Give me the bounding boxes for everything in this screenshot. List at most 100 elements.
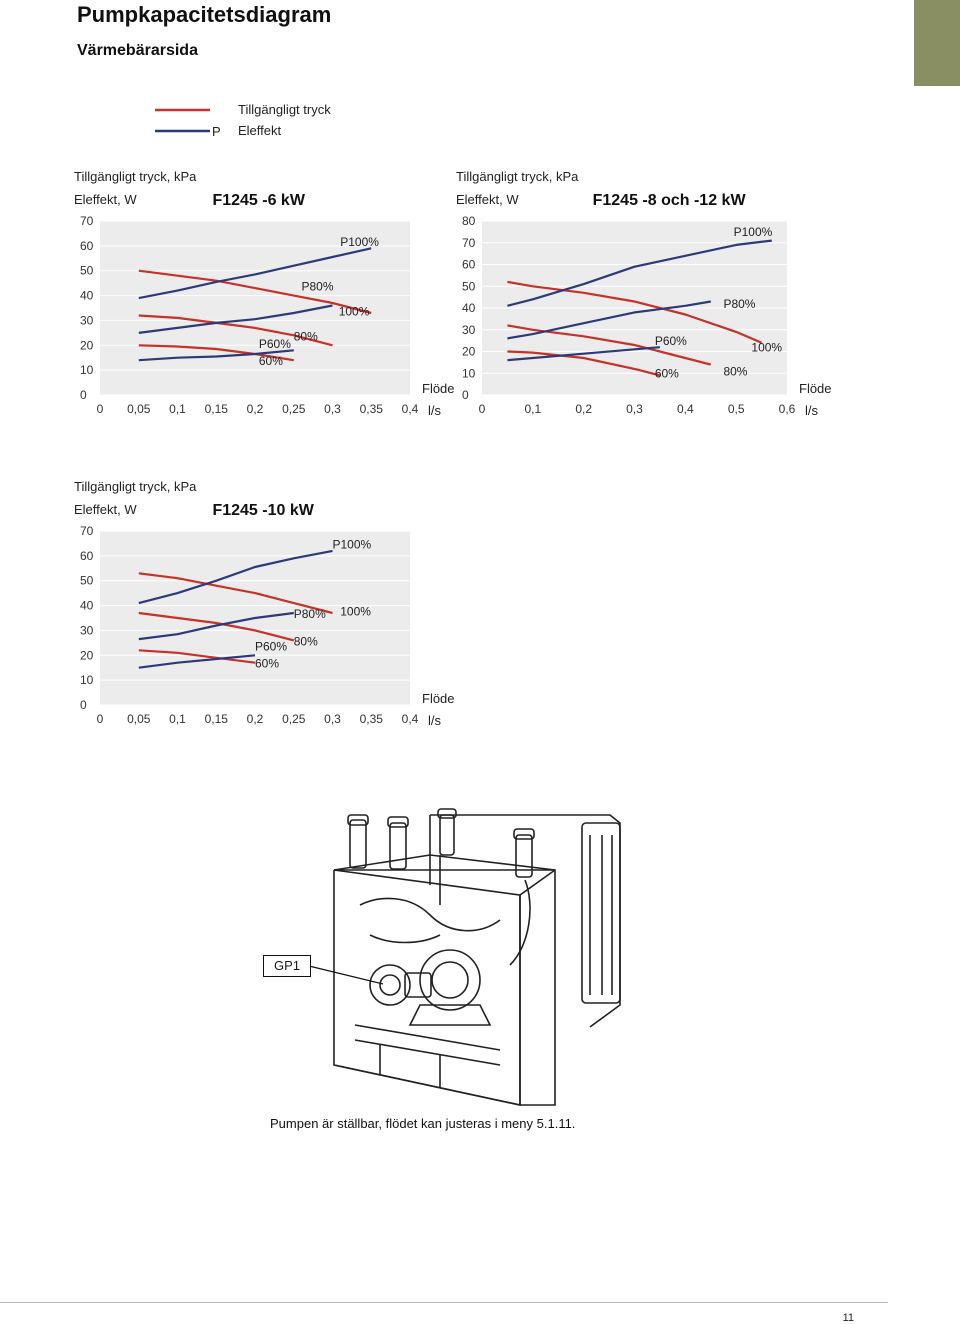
y-tick-label: 70 — [80, 524, 94, 538]
legend-power-marker: P — [212, 124, 221, 139]
x-tick-label: 0,4 — [402, 712, 419, 725]
second-pump — [419, 949, 481, 1011]
series-line-power-p60pct — [138, 349, 294, 362]
x-tick-label: 0,25 — [282, 402, 306, 415]
footer-rule — [0, 1302, 888, 1303]
series-line-power-p80pct — [138, 304, 333, 334]
series-line-pressure-60pct — [138, 649, 256, 664]
y-tick-label: 60 — [80, 239, 94, 253]
chart-title: F1245 -10 kW — [212, 502, 314, 519]
curve-label-p80pct: P80% — [302, 280, 334, 294]
x-axis-unit: l/s — [428, 403, 442, 415]
pipe-3 — [439, 814, 455, 856]
curve-label-p100pct: P100% — [340, 235, 379, 249]
pipe-4 — [515, 834, 533, 878]
curve-label-80pct: 80% — [723, 364, 747, 378]
y-tick-label: 50 — [462, 279, 476, 293]
curve-label-80pct: 80% — [294, 329, 318, 343]
y-tick-label: 80 — [462, 214, 476, 228]
x-axis-label: Flöde — [422, 381, 455, 396]
curve-label-p100pct: P100% — [734, 225, 773, 239]
legend-power-label: Eleffekt — [238, 123, 282, 138]
x-tick-label: 0,3 — [324, 712, 341, 725]
curve-label-p80pct: P80% — [294, 607, 326, 621]
y-axis-label-pressure: Tillgängligt tryck, kPa — [74, 479, 197, 494]
x-tick-label: 0,3 — [324, 402, 341, 415]
chart-f1245-6kw: Tillgängligt tryck, kPa Eleffekt, W F1245 … — [74, 169, 455, 415]
curve-label-80pct: 80% — [294, 634, 318, 648]
series-line-pressure-100pct — [138, 269, 372, 315]
chart-f1245-10kw: Tillgängligt tryck, kPa Eleffekt, W F1245 … — [74, 479, 455, 725]
x-tick-label: 0 — [97, 402, 104, 415]
series-line-power-p60pct — [507, 346, 660, 362]
chart-title: F1245 -6 kW — [212, 192, 305, 209]
y-tick-label: 10 — [80, 673, 94, 687]
x-tick-label: 0,25 — [282, 712, 306, 725]
x-tick-label: 0,1 — [524, 402, 541, 415]
x-tick-label: 0,35 — [360, 402, 384, 415]
curve-label-60pct: 60% — [655, 367, 679, 381]
y-axis-label-power: Eleffekt, W — [456, 192, 519, 207]
curve-label-p100pct: P100% — [333, 537, 372, 551]
y-tick-label: 70 — [462, 236, 476, 250]
top-plate — [333, 854, 556, 871]
legend-pressure-label: Tillgängligt tryck — [238, 102, 331, 117]
series-line-power-p60pct — [138, 654, 256, 669]
y-tick-label: 60 — [80, 549, 94, 563]
x-tick-label: 0,4 — [402, 402, 419, 415]
y-axis-label-pressure: Tillgängligt tryck, kPa — [74, 169, 197, 184]
y-tick-label: 30 — [462, 323, 476, 337]
y-tick-label: 0 — [80, 388, 87, 402]
y-tick-label: 30 — [80, 623, 94, 637]
y-axis-label-power: Eleffekt, W — [74, 502, 137, 517]
series-line-pressure-100pct — [138, 572, 333, 615]
series-line-power-p80pct — [507, 300, 711, 340]
y-tick-label: 20 — [462, 345, 476, 359]
curve-label-p60pct: P60% — [255, 639, 287, 653]
x-tick-label: 0,15 — [205, 712, 229, 725]
plot-area — [100, 221, 410, 395]
x-tick-label: 0 — [97, 712, 104, 725]
x-tick-label: 0,35 — [360, 712, 384, 725]
y-axis-label-power: Eleffekt, W — [74, 192, 137, 207]
x-tick-label: 0,5 — [728, 402, 745, 415]
x-tick-label: 0,15 — [205, 402, 229, 415]
series-line-pressure-80pct — [507, 324, 712, 366]
x-tick-label: 0,4 — [677, 402, 694, 415]
x-tick-label: 0,6 — [779, 402, 796, 415]
y-axis-label-pressure: Tillgängligt tryck, kPa — [456, 169, 579, 184]
chapter-tab — [914, 0, 960, 86]
y-tick-label: 70 — [80, 214, 94, 228]
curve-label-100pct: 100% — [340, 605, 371, 619]
base-frame — [333, 1045, 521, 1106]
y-tick-label: 20 — [80, 338, 94, 352]
series-line-pressure-80pct — [138, 611, 295, 642]
x-tick-label: 0,2 — [575, 402, 592, 415]
heat-pump-illustration — [333, 808, 621, 1106]
curve-label-60pct: 60% — [259, 354, 283, 368]
x-tick-label: 0 — [479, 402, 486, 415]
y-tick-label: 60 — [462, 258, 476, 272]
curve-label-100pct: 100% — [751, 341, 782, 355]
legend-lines — [155, 108, 210, 133]
frame-back — [430, 814, 621, 1028]
chart-f1245-8-12kw: Tillgängligt tryck, kPa Eleffekt, W F1245 … — [456, 169, 832, 415]
circulation-pump — [369, 964, 411, 1006]
curve-label-100pct: 100% — [339, 304, 370, 318]
y-tick-label: 50 — [80, 574, 94, 588]
series-line-power-p100pct — [138, 549, 333, 605]
y-tick-label: 10 — [80, 363, 94, 377]
x-tick-label: 0,1 — [169, 402, 186, 415]
y-tick-label: 0 — [462, 388, 469, 402]
page-subtitle: Värmebärarsida — [77, 42, 198, 59]
x-axis-unit: l/s — [805, 403, 819, 415]
series-line-power-p100pct — [138, 247, 372, 300]
series-line-pressure-60pct — [138, 344, 294, 362]
curve-label-p80pct: P80% — [723, 297, 755, 311]
x-axis-label: Flöde — [799, 381, 832, 396]
y-tick-label: 40 — [462, 301, 476, 315]
page-number: 11 — [842, 1312, 854, 1324]
y-tick-label: 0 — [80, 698, 87, 712]
pipe-2 — [389, 822, 407, 870]
x-tick-label: 0,1 — [169, 712, 186, 725]
